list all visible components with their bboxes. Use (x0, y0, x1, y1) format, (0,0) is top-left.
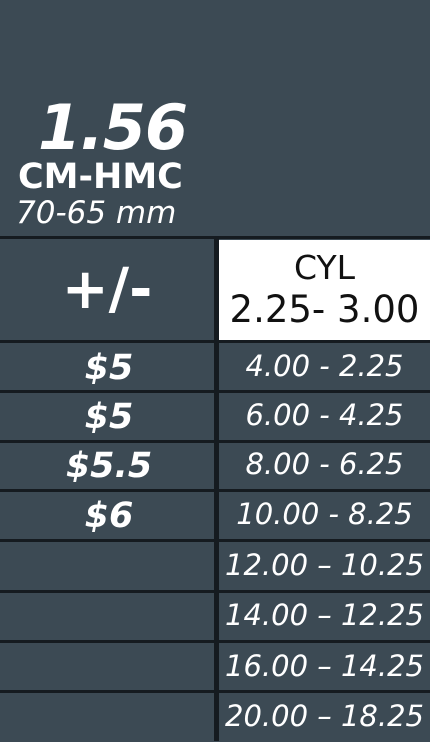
lens-index: 1.56 (38, 91, 188, 164)
cyl-header-range: 2.25- 3.00 (229, 288, 420, 331)
price-cell: $5.5 (65, 446, 153, 486)
range-cell: 6.00 - 4.25 (245, 398, 404, 432)
lens-coating: CM-HMC (18, 157, 183, 197)
sph-column-header: +/- (61, 257, 153, 322)
range-cell: 10.00 - 8.25 (236, 497, 413, 531)
divider (0, 539, 430, 542)
divider (0, 640, 430, 643)
divider (0, 590, 430, 593)
range-cell: 20.00 – 18.25 (225, 699, 424, 733)
divider (0, 440, 430, 443)
price-cell (0, 592, 218, 642)
divider (0, 390, 430, 393)
price-cell (0, 642, 218, 692)
price-cell: $6 (84, 496, 134, 536)
range-cell: 12.00 – 10.25 (225, 548, 424, 582)
divider (0, 340, 430, 343)
cyl-column-header: CYL 2.25- 3.00 (219, 240, 430, 340)
price-cell (0, 541, 218, 591)
range-cell: 16.00 – 14.25 (225, 649, 424, 683)
cyl-header-label: CYL (293, 248, 355, 287)
price-cell: $5 (84, 397, 134, 437)
range-cell: 8.00 - 6.25 (245, 447, 404, 481)
range-cell: 14.00 – 12.25 (225, 598, 424, 632)
price-cell (0, 692, 218, 742)
range-cell: 4.00 - 2.25 (245, 349, 404, 383)
divider (0, 690, 430, 693)
price-cell: $5 (84, 348, 134, 388)
divider (0, 489, 430, 492)
lens-header: 1.56 CM-HMC 70-65 mm (0, 0, 430, 237)
lens-diameter: 70-65 mm (16, 195, 177, 231)
